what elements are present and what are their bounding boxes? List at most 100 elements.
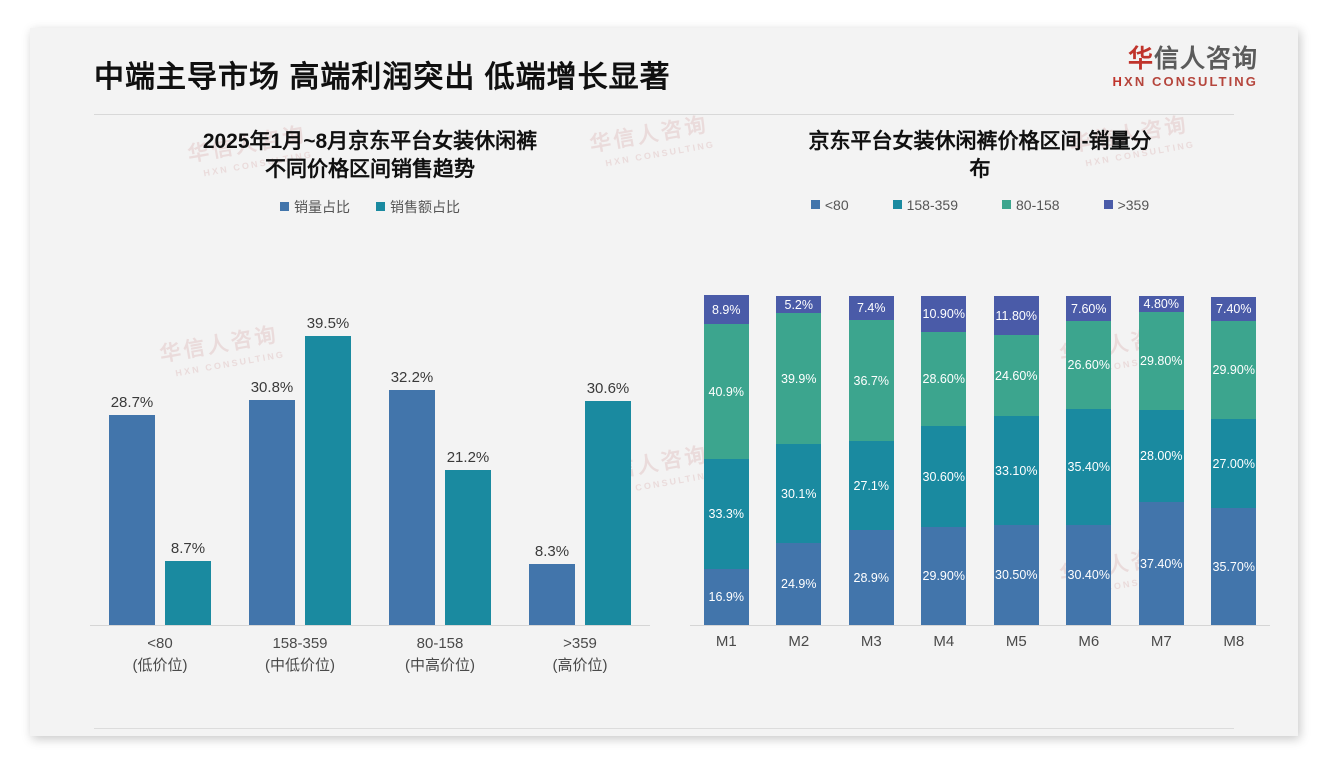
- stack-column[interactable]: 7.60% 26.60% 35.40% 30.40%: [1053, 296, 1126, 625]
- stack-column[interactable]: 11.80% 24.60% 33.10% 30.50%: [980, 296, 1053, 625]
- bar[interactable]: [109, 415, 155, 625]
- stack-segment-label: 30.1%: [781, 486, 817, 501]
- bar[interactable]: [165, 561, 211, 625]
- x-axis-label: M8: [1223, 633, 1245, 650]
- right-chart-x-axis-labels: M1 M2 M3 M4 M5 M6 M7 M8: [690, 633, 1270, 650]
- stack-segment[interactable]: 28.60%: [921, 332, 967, 426]
- bar[interactable]: [585, 401, 631, 625]
- bar[interactable]: [389, 390, 435, 625]
- stack-segment[interactable]: 35.70%: [1211, 508, 1257, 625]
- legend-label: 销量占比: [294, 198, 350, 215]
- stack-column[interactable]: 7.40% 29.90% 27.00% 35.70%: [1198, 296, 1271, 625]
- stacked-bar[interactable]: 5.2% 39.9% 30.1% 24.9%: [776, 296, 822, 625]
- left-chart-x-axis-labels: <80 (低价位) 158-359 (中低价位) 80-158 (中高价位) >359 (高价…: [90, 633, 650, 677]
- stack-segment[interactable]: 29.90%: [921, 527, 967, 625]
- stack-segment[interactable]: 10.90%: [921, 296, 967, 332]
- legend-swatch-icon: [376, 202, 385, 212]
- stacked-bar[interactable]: 4.80% 29.80% 28.00% 37.40%: [1138, 296, 1184, 625]
- stack-segment[interactable]: 5.2%: [776, 296, 822, 313]
- stack-segment[interactable]: 40.9%: [703, 324, 749, 459]
- bar[interactable]: [529, 564, 575, 625]
- legend-label: <80: [824, 196, 849, 213]
- stack-column[interactable]: 10.90% 28.60% 30.60% 29.90%: [908, 296, 981, 625]
- stack-segment[interactable]: 28.00%: [1138, 410, 1184, 502]
- stack-segment[interactable]: 27.00%: [1211, 419, 1257, 508]
- right-chart-legend: <80 158-359 80-158 >359: [680, 197, 1280, 213]
- stack-segment[interactable]: 33.3%: [703, 459, 749, 569]
- stack-segment-label: 7.40%: [1216, 302, 1252, 316]
- stack-segment[interactable]: 30.1%: [776, 444, 822, 543]
- stack-segment-label: 16.9%: [708, 590, 744, 604]
- stack-column[interactable]: 7.4% 36.7% 27.1% 28.9%: [835, 296, 908, 625]
- stack-segment[interactable]: 27.1%: [848, 441, 894, 530]
- left-chart-legend: 销量占比 销售额占比: [70, 197, 670, 217]
- stack-column[interactable]: 4.80% 29.80% 28.00% 37.40%: [1125, 296, 1198, 625]
- stack-segment[interactable]: 4.80%: [1138, 296, 1184, 312]
- bar[interactable]: [305, 336, 351, 625]
- stack-segment[interactable]: 16.9%: [703, 569, 749, 625]
- stack-segment[interactable]: 30.40%: [1066, 525, 1112, 625]
- left-chart-axis: [90, 625, 650, 626]
- stack-segment[interactable]: 30.60%: [921, 426, 967, 527]
- logo-english-rest: XN CONSULTING: [1124, 74, 1258, 90]
- x-axis-label: 80-158 (中高价位): [370, 633, 510, 677]
- bar-column[interactable]: 30.6%: [585, 380, 631, 625]
- legend-swatch-icon: [1103, 200, 1113, 210]
- x-axis-label: M5: [1005, 633, 1027, 650]
- stacked-bar[interactable]: 11.80% 24.60% 33.10% 30.50%: [993, 296, 1039, 625]
- stack-segment-label: 29.90%: [1212, 363, 1255, 377]
- bar[interactable]: [249, 400, 295, 625]
- left-chart-title: 2025年1月~8月京东平台女装休闲裤 不同价格区间销售趋势: [135, 128, 605, 185]
- bar-column[interactable]: 28.7%: [109, 394, 155, 625]
- legend-item-1[interactable]: 158-359: [892, 197, 958, 213]
- stack-segment[interactable]: 26.60%: [1066, 321, 1112, 409]
- stack-segment[interactable]: 7.4%: [848, 296, 894, 320]
- stack-segment[interactable]: 7.40%: [1211, 297, 1257, 321]
- slide-canvas: 华信人咨询 HXN CONSULTING 华信人咨询 HXN CONSULTIN…: [30, 28, 1298, 736]
- right-chart-panel: 京东平台女装休闲裤价格区间-销量分 布 <80 158-359 80-158 >359…: [680, 128, 1280, 698]
- bar-column[interactable]: 39.5%: [305, 315, 351, 625]
- stack-segment[interactable]: 37.40%: [1138, 502, 1184, 625]
- x-axis-label-sub: (中低价位): [265, 656, 335, 674]
- stacked-bar[interactable]: 7.60% 26.60% 35.40% 30.40%: [1066, 296, 1112, 625]
- stack-segment[interactable]: 35.40%: [1066, 409, 1112, 525]
- footer-divider: [94, 728, 1234, 729]
- stack-segment-label: 28.00%: [1140, 449, 1183, 463]
- bar[interactable]: [445, 470, 491, 625]
- stack-segment-label: 33.3%: [708, 507, 744, 521]
- bar-column[interactable]: 32.2%: [389, 369, 435, 625]
- stack-segment[interactable]: 11.80%: [993, 296, 1039, 335]
- stack-segment[interactable]: 29.80%: [1138, 312, 1184, 410]
- stack-segment[interactable]: 28.9%: [848, 530, 894, 625]
- x-axis-label-main: <80: [147, 635, 173, 652]
- legend-item-0[interactable]: 销量占比: [280, 197, 350, 217]
- stack-segment[interactable]: 24.60%: [993, 335, 1039, 416]
- stack-segment[interactable]: 29.90%: [1211, 321, 1257, 419]
- legend-item-0[interactable]: <80: [810, 196, 849, 213]
- legend-label: 80-158: [1016, 196, 1060, 213]
- bar-column[interactable]: 21.2%: [445, 449, 491, 625]
- legend-item-1[interactable]: 销售额占比: [376, 197, 460, 217]
- stacked-bar[interactable]: 7.40% 29.90% 27.00% 35.70%: [1211, 297, 1257, 625]
- legend-item-2[interactable]: 80-158: [1002, 197, 1060, 213]
- legend-item-3[interactable]: >359: [1103, 197, 1149, 213]
- bar-column[interactable]: 8.7%: [165, 540, 211, 625]
- stack-segment[interactable]: 8.9%: [703, 295, 749, 324]
- bar-column[interactable]: 30.8%: [249, 379, 295, 625]
- bar-column[interactable]: 8.3%: [529, 543, 575, 625]
- stack-column[interactable]: 5.2% 39.9% 30.1% 24.9%: [763, 296, 836, 625]
- stack-segment[interactable]: 7.60%: [1066, 296, 1112, 321]
- x-axis-label-sub: (中高价位): [405, 656, 475, 674]
- stack-segment[interactable]: 30.50%: [993, 525, 1039, 625]
- stack-segment[interactable]: 39.9%: [776, 313, 822, 444]
- stack-segment[interactable]: 33.10%: [993, 416, 1039, 525]
- left-chart-title-line1: 2025年1月~8月京东平台女装休闲裤: [202, 130, 538, 153]
- stacked-bar[interactable]: 10.90% 28.60% 30.60% 29.90%: [921, 296, 967, 625]
- stack-column[interactable]: 8.9% 40.9% 33.3% 16.9%: [690, 295, 763, 625]
- stack-segment[interactable]: 36.7%: [848, 320, 894, 441]
- stacked-bar[interactable]: 8.9% 40.9% 33.3% 16.9%: [703, 295, 749, 625]
- logo-chinese-text: 华信人咨询: [1113, 46, 1258, 72]
- stacked-bar[interactable]: 7.4% 36.7% 27.1% 28.9%: [848, 296, 894, 625]
- stack-segment[interactable]: 24.9%: [776, 543, 822, 625]
- x-axis-label: M7: [1150, 633, 1172, 650]
